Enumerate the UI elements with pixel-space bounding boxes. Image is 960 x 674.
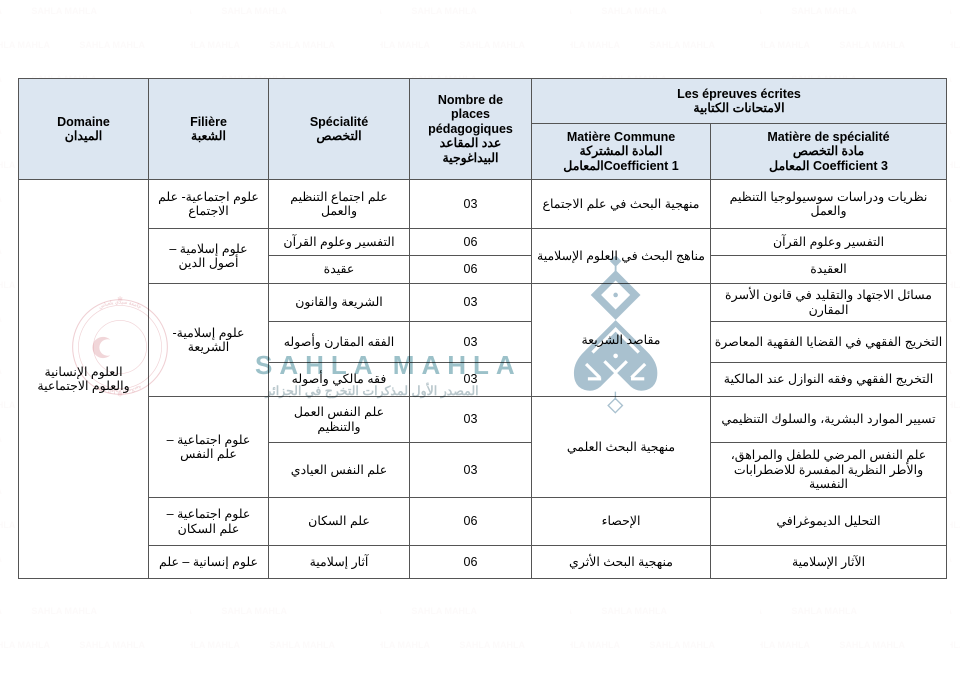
svg-text:✻: ✻ bbox=[117, 296, 123, 304]
svg-text:✻: ✻ bbox=[117, 390, 123, 398]
